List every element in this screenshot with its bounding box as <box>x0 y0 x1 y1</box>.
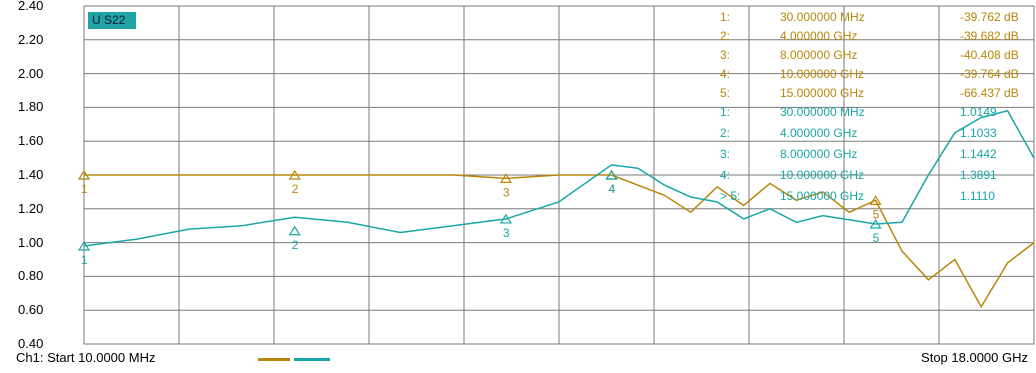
marker-table-idx: 4: <box>720 168 731 182</box>
series-s22-line <box>83 109 1035 247</box>
s22-marker <box>77 240 91 251</box>
marker-table-idx: 2: <box>720 29 731 43</box>
y-tick-label: 1.40 <box>18 167 44 182</box>
s11-marker-label: 5 <box>873 207 880 221</box>
series-s11-line <box>84 174 1035 309</box>
s22-marker-label: 5 <box>873 231 880 245</box>
marker-table-freq: 10.000000 GHz <box>780 168 865 182</box>
s11-marker-label: 2 <box>292 182 299 196</box>
marker-table-value: 1.1033 <box>960 126 997 140</box>
marker-table-idx: 1: <box>720 105 731 119</box>
marker-table-idx: 3: <box>720 48 731 62</box>
s22-marker-label: 4 <box>609 182 616 196</box>
marker-table-value: 1.0149 <box>960 105 997 119</box>
y-tick-label: 0.80 <box>18 268 44 284</box>
marker-table-freq: 30.000000 MHz <box>780 105 865 119</box>
marker-table-freq: 15.000000 GHz <box>780 86 865 100</box>
y-tick-label: 1.60 <box>18 133 44 149</box>
marker-table-value: 1.1110 <box>960 189 995 203</box>
s22-marker-label: 3 <box>503 226 510 240</box>
marker-table-value: -39.764 dB <box>960 67 1019 81</box>
s22-marker-label: 2 <box>292 238 299 252</box>
marker-table-freq: 8.000000 GHz <box>780 48 858 62</box>
marker-table-freq: 10.000000 GHz <box>780 67 865 81</box>
s22-marker <box>869 218 882 229</box>
marker-table-idx: 5: <box>720 86 731 100</box>
marker-table-freq: 30.000000 MHz <box>780 10 865 24</box>
s11-marker <box>288 169 301 180</box>
s11-marker-label: 3 <box>503 185 510 199</box>
marker-table-idx: 2: <box>720 126 731 140</box>
s22-marker <box>605 169 618 180</box>
s11-marker <box>77 169 91 180</box>
y-tick-label: 0.40 <box>18 336 44 351</box>
legend-s11-line <box>258 358 290 361</box>
marker-table-value: 1.1442 <box>960 147 997 161</box>
s22-marker-label: 1 <box>81 253 88 267</box>
marker-table-freq: 15.000000 GHz <box>780 189 865 203</box>
y-tick-label: 1.20 <box>18 200 44 216</box>
marker-table-value: -66.437 dB <box>960 86 1019 100</box>
s11-marker-label: 1 <box>81 182 88 196</box>
y-tick-label: 2.00 <box>18 65 44 81</box>
legend-s22-line <box>294 358 330 361</box>
y-tick-label: 2.20 <box>18 31 44 47</box>
y-tick-label: 1.00 <box>18 234 44 250</box>
marker-table-freq: 8.000000 GHz <box>780 147 858 161</box>
marker-table-idx: 4: <box>720 67 731 81</box>
s22-marker <box>499 213 513 224</box>
trace-badge[interactable]: U S22 <box>88 12 136 29</box>
start-label: Ch1: Start 10.0000 MHz <box>16 350 156 365</box>
marker-table-idx: > 5: <box>720 189 741 203</box>
marker-table-idx: 1: <box>720 10 731 24</box>
y-tick-label: 2.40 <box>18 0 44 13</box>
marker-table-value: -39.682 dB <box>960 29 1019 43</box>
y-tick-label: 1.80 <box>18 99 44 115</box>
marker-table-freq: 4.000000 GHz <box>780 29 858 43</box>
marker-table-freq: 4.000000 GHz <box>780 126 858 140</box>
marker-table-value: -40.408 dB <box>960 48 1019 62</box>
marker-table-idx: 3: <box>720 147 731 161</box>
s11-marker <box>499 173 513 183</box>
s11-marker <box>869 195 882 205</box>
s22-marker <box>288 225 301 236</box>
stop-label: Stop 18.0000 GHz <box>921 350 1028 365</box>
s11-marker-label: 4 <box>609 182 616 196</box>
marker-table-value: -39.762 dB <box>960 10 1019 24</box>
y-tick-label: 0.60 <box>18 302 44 318</box>
marker-table-value: 1.3891 <box>960 168 997 182</box>
